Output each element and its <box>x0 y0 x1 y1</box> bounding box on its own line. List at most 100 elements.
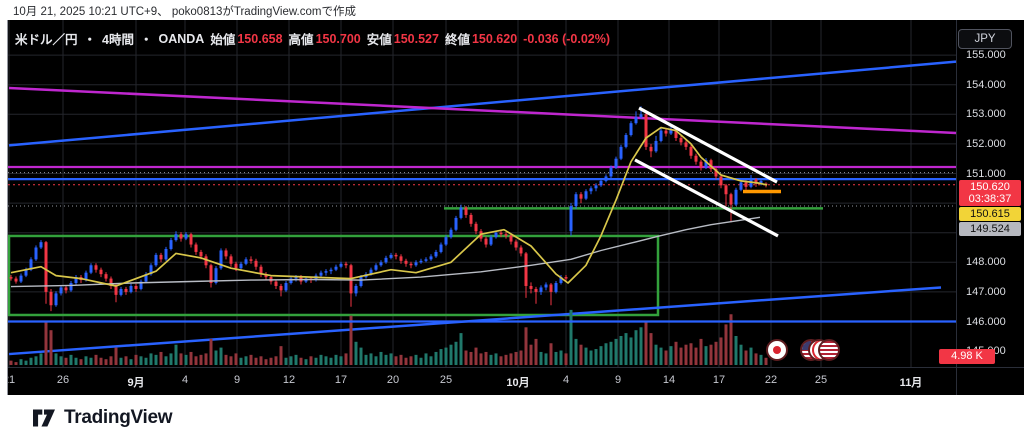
us-flag-icon-3[interactable] <box>818 339 840 361</box>
price-tick-label: 147.000 <box>966 285 1006 298</box>
candle-body <box>759 180 763 184</box>
volume-bar <box>99 357 103 365</box>
volume-bar <box>529 344 533 365</box>
candle-body <box>529 285 533 289</box>
volume-bar <box>199 354 203 365</box>
volume-bar <box>579 344 583 365</box>
candle-body <box>9 277 13 279</box>
price-tick-label: 155.000 <box>966 49 1006 62</box>
volume-bar <box>194 356 198 365</box>
candle-body <box>19 275 23 282</box>
candle-body <box>204 256 208 266</box>
candle-body <box>414 262 418 266</box>
candle-body <box>109 278 113 286</box>
price-tick-label: 154.000 <box>966 78 1006 91</box>
high-value: 150.700 <box>315 31 361 46</box>
time-tick-label: 9 <box>614 374 622 386</box>
candle-body <box>544 284 548 288</box>
volume-bar <box>209 338 213 365</box>
volume-bar <box>629 337 633 365</box>
candle-body <box>14 278 18 282</box>
currency-toggle-button[interactable]: JPY <box>958 29 1012 49</box>
candle-body <box>549 284 553 292</box>
volume-bar <box>654 344 658 365</box>
volume-bar <box>539 351 543 365</box>
volume-bar <box>179 353 183 365</box>
candle-body <box>159 254 163 260</box>
candle-body <box>224 250 228 257</box>
candle-body <box>504 234 508 236</box>
candle-body <box>594 185 598 189</box>
volume-bar <box>19 359 23 365</box>
candle-body <box>59 287 63 294</box>
japan-flag-icon[interactable] <box>766 339 788 361</box>
economic-event-flags[interactable] <box>766 338 840 362</box>
price-chart[interactable] <box>8 20 1024 395</box>
volume-bar <box>484 351 488 365</box>
candle-body <box>634 117 638 124</box>
volume-bar <box>344 353 348 365</box>
ascending-support-long-drawing[interactable] <box>8 60 957 147</box>
symbol-title[interactable]: 米ドル／円 <box>15 33 78 47</box>
candle-body <box>154 254 158 266</box>
candle-body <box>189 234 193 245</box>
tradingview-logo[interactable]: TradingView <box>33 407 173 429</box>
volume-bar <box>464 350 468 365</box>
volume-bar <box>444 347 448 365</box>
candle-body <box>229 256 233 264</box>
descending-resistance-drawing[interactable] <box>8 86 957 135</box>
candle-body <box>39 242 43 248</box>
volume-bar <box>399 354 403 365</box>
volume-bar <box>349 315 353 365</box>
candle-body <box>604 176 608 181</box>
candle-body <box>144 274 148 282</box>
volume-bar <box>234 353 238 365</box>
volume-bar <box>224 354 228 365</box>
time-tick-label: 11月 <box>899 377 923 389</box>
candle-body <box>384 257 388 263</box>
candle-body <box>689 146 693 156</box>
channel-upper-drawing[interactable] <box>638 106 778 184</box>
volume-bar <box>9 360 13 365</box>
tradingview-logo-icon <box>33 409 55 427</box>
candle-body <box>639 114 643 118</box>
chart-panel[interactable]: 米ドル／円 ・ 4時間 ・ OANDA 始値 150.658 高値 150.700 … <box>7 20 1024 395</box>
low-value: 150.527 <box>393 31 439 46</box>
volume-bar <box>494 353 498 365</box>
volume-bar <box>419 357 423 365</box>
footer: TradingView <box>0 395 1024 441</box>
volume-bar <box>599 346 603 365</box>
volume-bar <box>34 356 38 365</box>
candle-body <box>24 269 28 276</box>
candle-body <box>714 169 718 177</box>
volume-bar <box>709 344 713 365</box>
volume-bar <box>14 362 18 365</box>
candle-body <box>329 269 333 272</box>
range-box-drawing[interactable] <box>8 234 660 317</box>
candle-body <box>194 244 198 252</box>
candle-body <box>129 285 133 292</box>
volume-bar <box>244 356 248 365</box>
candle-body <box>294 277 298 279</box>
volume-bar <box>454 341 458 365</box>
volume-bar <box>544 353 548 365</box>
candle-body <box>339 263 343 267</box>
time-tick-label: 10月 <box>506 377 530 389</box>
candle-body <box>209 265 213 284</box>
candle-body <box>404 260 408 264</box>
candle-body <box>99 269 103 275</box>
volume-bar <box>714 341 718 365</box>
last-price-value: 150.620 <box>970 181 1010 193</box>
chart-legend[interactable]: 米ドル／円 ・ 4時間 ・ OANDA 始値 150.658 高値 150.700 … <box>15 29 610 48</box>
candle-body <box>239 263 243 269</box>
interval-label[interactable]: 4時間 <box>102 33 134 47</box>
candle-body <box>694 155 698 162</box>
volume-bar <box>149 353 153 365</box>
candle-body <box>614 158 618 168</box>
time-axis[interactable]: 21 26 9月 4 9 12 17 20 25 10月 4 9 14 17 22 25 11月 <box>8 367 1024 395</box>
volume-bar <box>379 351 383 365</box>
candle-body <box>369 269 373 275</box>
volume-bar <box>574 338 578 365</box>
channel-lower-drawing[interactable] <box>634 158 779 238</box>
candle-body <box>164 248 168 260</box>
